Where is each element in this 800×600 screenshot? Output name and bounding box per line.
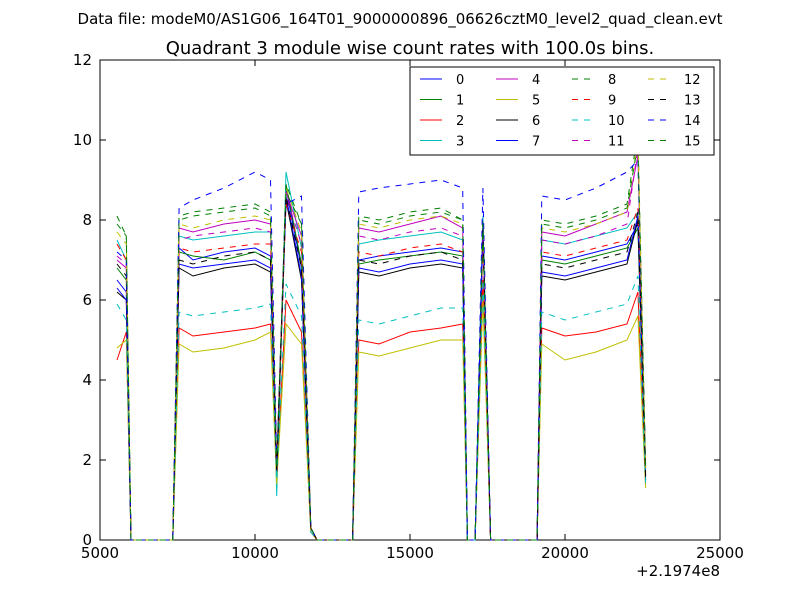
legend-label-5: 5: [532, 94, 540, 109]
x-tick-label: 15000: [386, 544, 434, 562]
legend-label-13: 13: [684, 94, 701, 109]
y-tick-label: 0: [82, 531, 92, 549]
y-tick-label: 12: [73, 51, 92, 69]
legend-label-11: 11: [608, 135, 625, 150]
legend-label-8: 8: [608, 73, 616, 88]
y-tick-label: 4: [82, 371, 92, 389]
legend-label-7: 7: [532, 135, 540, 150]
chart-title: Quadrant 3 module wise count rates with …: [166, 38, 655, 59]
series-line-13: [116, 195, 647, 541]
legend-label-14: 14: [684, 114, 701, 129]
legend-label-1: 1: [456, 94, 464, 109]
legend-label-6: 6: [532, 114, 540, 129]
x-offset-label: +2.1974e8: [636, 562, 720, 580]
legend-label-10: 10: [608, 114, 625, 129]
x-tick-label: 25000: [696, 544, 744, 562]
series-layer: [116, 131, 647, 541]
series-line-10: [116, 275, 647, 541]
legend-label-2: 2: [456, 114, 464, 129]
legend-label-3: 3: [456, 135, 464, 150]
x-tick-label: 10000: [231, 544, 279, 562]
legend-label-9: 9: [608, 94, 616, 109]
series-line-9: [116, 203, 647, 541]
legend-label-4: 4: [532, 73, 540, 88]
legend-label-0: 0: [456, 73, 464, 88]
series-line-5: [116, 299, 647, 541]
x-tick-label: 20000: [541, 544, 589, 562]
legend-label-15: 15: [684, 135, 701, 150]
y-tick-label: 10: [73, 131, 92, 149]
figure-supertitle: Data file: modeM0/AS1G06_164T01_90000008…: [78, 10, 723, 29]
y-tick-label: 2: [82, 451, 92, 469]
x-tick-label: 5000: [81, 544, 119, 562]
legend-label-12: 12: [684, 73, 701, 88]
y-tick-label: 8: [82, 211, 92, 229]
y-tick-label: 6: [82, 291, 92, 309]
